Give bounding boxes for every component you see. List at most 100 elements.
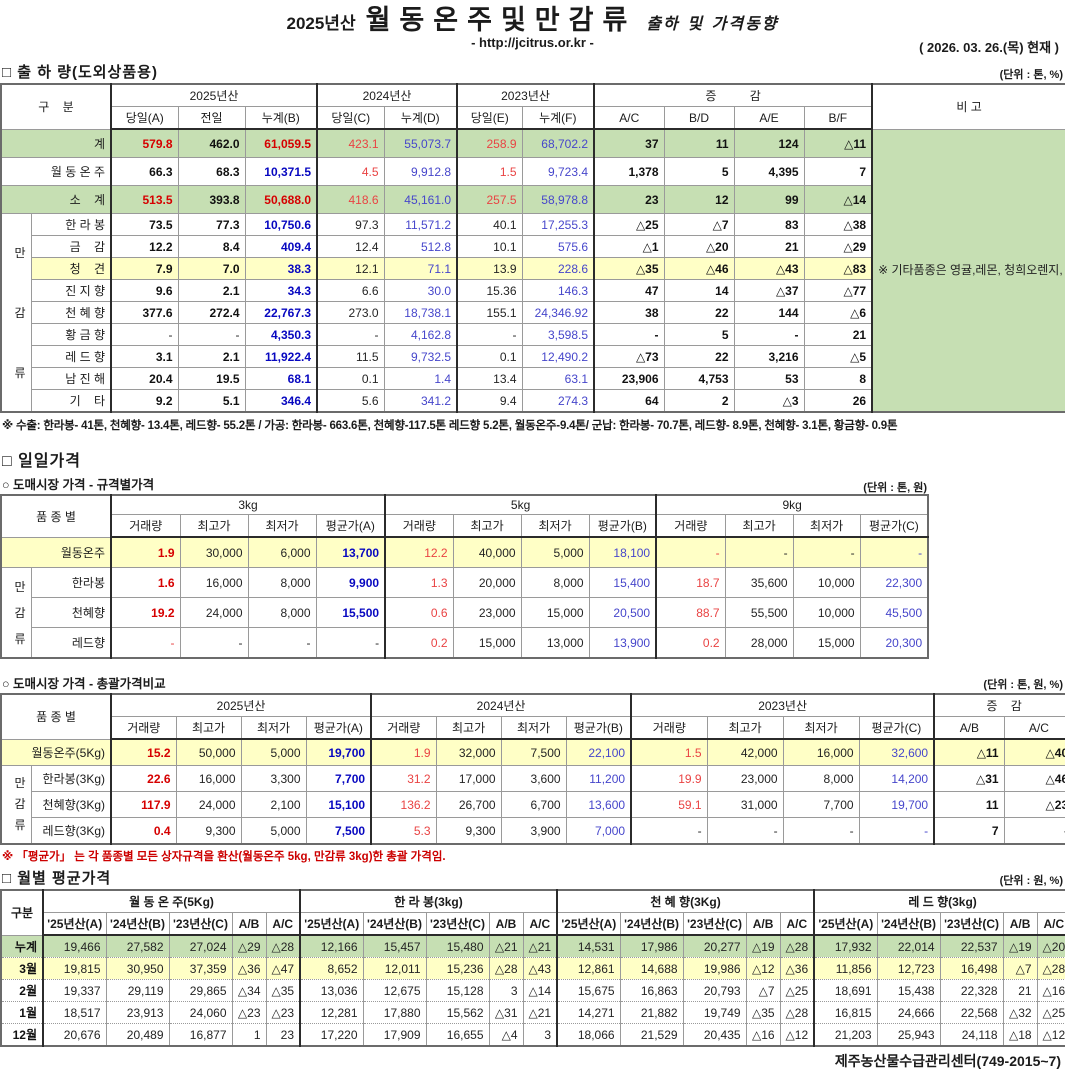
cell: 13.4 (456, 367, 523, 390)
table-row: 3월 19,815 30,950 37,359 △36 △47 8,652 12,011 15,… (0, 957, 1065, 980)
cell: 20,500 (588, 597, 657, 628)
cell: 22 (663, 345, 735, 368)
cell: - (782, 817, 860, 845)
cell: △40 (1003, 738, 1065, 766)
data-table: 구분 월 동 온 주(5Kg) 한 라 봉(3kg) 천 혜 향(3Kg) 레 드 향(… (0, 889, 1065, 1047)
cell: 16,877 (168, 1023, 233, 1047)
header-cell: 최고가 (724, 514, 794, 538)
cell: 9,300 (175, 817, 242, 845)
cell: 21 (733, 235, 805, 258)
cell: 34.3 (244, 279, 318, 302)
cell: 4.5 (316, 157, 385, 186)
cell: 12,166 (299, 934, 364, 958)
cell: 레드향(3Kg) (30, 817, 112, 845)
cell: 23,000 (452, 597, 522, 628)
cell: 14,271 (556, 1001, 621, 1024)
cell: △29 (803, 235, 873, 258)
cell: △28 (488, 957, 524, 980)
cell: 20.4 (110, 367, 179, 390)
cell: △7 (745, 979, 781, 1002)
cell: 15.2 (110, 738, 177, 766)
cell: 15,236 (425, 957, 490, 980)
cell: △36 (231, 957, 267, 980)
cell: 273.0 (316, 301, 385, 324)
title-main: 월동온주및만감류 (365, 5, 637, 35)
cell: 18.7 (655, 567, 726, 598)
site-url[interactable]: - http://jcitrus.or.kr - (471, 35, 594, 51)
cell: - (247, 627, 317, 659)
cell: △25 (593, 213, 665, 236)
cell: 22,300 (859, 567, 929, 598)
table-row: 만 감 류 한라봉 1.6 16,000 8,000 9,900 1.3 20,000 8,00… (0, 567, 929, 659)
cell: 38 (593, 301, 665, 324)
cell: △12 (779, 1023, 815, 1047)
cell: 10,750.6 (244, 213, 318, 236)
cell: 20,489 (105, 1023, 170, 1047)
cell: 0.4 (110, 817, 177, 845)
daily-section-header: □ 일일가격 (2, 447, 1063, 471)
cell: 4,162.8 (383, 323, 458, 346)
header-cell: '23년산(C) (682, 912, 747, 936)
cell: 1.3 (384, 567, 454, 598)
cell: 0.1 (316, 367, 385, 390)
cell: 258.9 (456, 128, 523, 158)
cell: 5.1 (177, 389, 246, 413)
cell: 21,529 (619, 1023, 684, 1047)
cell: 17,880 (362, 1001, 427, 1024)
cell: △31 (933, 765, 1005, 792)
cell: 0.6 (384, 597, 454, 628)
header-cell: A/C (593, 106, 665, 130)
cell: 71.1 (383, 257, 458, 280)
cell: 9,900 (315, 567, 386, 598)
cell: 346.4 (244, 389, 318, 413)
cell: 1.6 (110, 567, 181, 598)
cell: 32,600 (858, 738, 935, 766)
cell: 462.0 (177, 128, 246, 158)
header-cell: 누계(F) (521, 106, 595, 130)
cell: 32,000 (435, 738, 502, 766)
cell: 8,000 (520, 567, 590, 598)
cell: 27,024 (168, 934, 233, 958)
header-cell: A/B (933, 716, 1005, 740)
header-cell: 당일(C) (316, 106, 385, 130)
cell: - (630, 817, 708, 845)
header-cell: '25년산(A) (813, 912, 878, 936)
cell: 1.9 (110, 536, 181, 568)
header-cell: '23년산(C) (425, 912, 490, 936)
overall-price-table: 품 종 별 2025년산 2024년산 2023년산 증 감 거래량 최고가 최저가 평균가(A… (0, 693, 1065, 845)
header-cell: 최고가 (435, 716, 502, 740)
cell: 천혜향(3Kg) (30, 791, 112, 818)
cell: 83 (733, 213, 805, 236)
header-cell: 평균가(C) (858, 716, 935, 740)
cell: 19,815 (42, 957, 107, 980)
cell: △4 (488, 1023, 524, 1047)
cell: 11 (933, 791, 1005, 818)
cell: 8.4 (177, 235, 246, 258)
cell: 3 (522, 1023, 558, 1047)
cell: 11.5 (316, 345, 385, 368)
overall-subsection-header: ○ 도매시장 가격 - 총괄가격비교 (단위 : 톤, 원, %) (2, 673, 1063, 692)
header-cell: 평균가(B) (565, 716, 632, 740)
table-row: 12월 20,676 20,489 16,877 1 23 17,220 17,909 16,6… (0, 1023, 1065, 1047)
monthly-unit: (단위 : 원, %) (999, 875, 1063, 887)
table-row: 금 감 12.2 8.4 409.4 12.4 512.8 10.1 575.6 △1 △20 21… (1, 235, 1065, 258)
cell: 9.4 (456, 389, 523, 413)
cell: - (655, 536, 726, 568)
cell: 20,277 (682, 934, 747, 958)
cell: 68.1 (244, 367, 318, 390)
cell: 20,300 (859, 627, 929, 659)
cell: 409.4 (244, 235, 318, 258)
header-cell: 품 종 별 (0, 693, 112, 740)
cell: 15,000 (520, 597, 590, 628)
header-cell: A/B (1002, 912, 1038, 936)
daily-title: □ 일일가격 (2, 453, 81, 470)
header-cell: 한 라 봉(3kg) (298, 889, 558, 913)
cell: 19,700 (305, 738, 372, 766)
spec-subsection-header: ○ 도매시장 가격 - 규격별가격 (2, 474, 1063, 493)
cell: - (593, 323, 665, 346)
cell: 월동온주 (0, 536, 112, 568)
cell: 73.5 (110, 213, 179, 236)
header-cell: 2023년산 (456, 83, 595, 107)
table-row: 월동온주(5Kg) 15.2 50,000 5,000 19,700 1.9 32,000 7… (0, 738, 1065, 766)
